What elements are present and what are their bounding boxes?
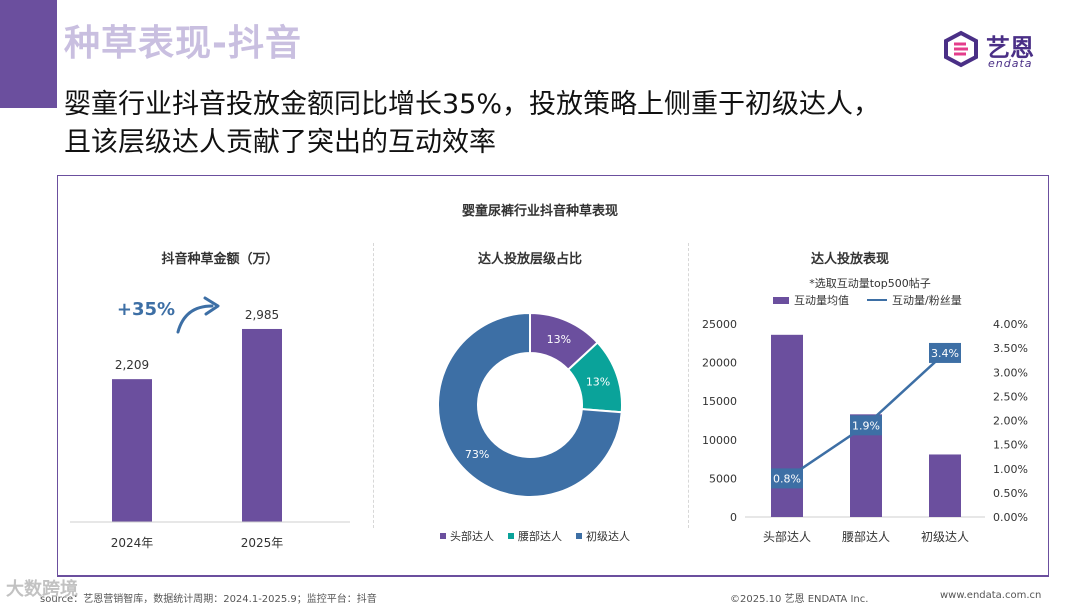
combo-right-tick-label: 1.50%	[993, 439, 1028, 452]
divider-right	[688, 243, 689, 528]
headline-line-2: 且该层级达人贡献了突出的互动效率	[64, 127, 496, 158]
combo-left-tick-label: 20000	[702, 357, 737, 370]
chart-combo: *选取互动量top500帖子 互动量均值 互动量/粉丝量 0 5000 10000 15…	[702, 277, 1028, 544]
growth-arrow-icon	[176, 304, 214, 334]
combo-category-label: 腰部达人	[842, 529, 890, 544]
combo-left-tick-label: 5000	[709, 472, 737, 485]
chart2-title: 达人投放层级占比	[477, 252, 582, 267]
combo-left-tick-label: 10000	[702, 434, 737, 447]
donut-legend-label: 腰部达人	[518, 529, 562, 543]
combo-right-tick-label: 2.00%	[993, 415, 1028, 428]
donut-value-label: 13%	[547, 333, 571, 346]
combo-right-tick-label: 1.00%	[993, 463, 1028, 476]
donut-legend-label: 头部达人	[450, 529, 494, 543]
combo-category-label: 头部达人	[763, 529, 811, 544]
endata-logo-icon	[944, 30, 978, 68]
donut-slice	[437, 311, 623, 498]
combo-line-point-badge	[929, 342, 961, 363]
donut-legend-marker	[440, 533, 446, 539]
logo-text-en: endata	[988, 57, 1033, 70]
combo-right-tick-label: 2.50%	[993, 390, 1028, 403]
endata-logo: 艺恩 endata	[942, 28, 1062, 72]
combo-right-tick-label: 0.50%	[993, 487, 1028, 500]
donut-value-label: 73%	[465, 448, 489, 461]
chart1-bar	[112, 379, 152, 522]
growth-arrowhead-icon	[203, 296, 220, 316]
chart1-value-label: 2,985	[245, 308, 279, 322]
headline-line-1: 婴童行业抖音投放金额同比增长35%，投放策略上侧重于初级达人，	[64, 89, 881, 120]
combo-left-tick-label: 25000	[702, 318, 737, 331]
combo-legend-bar-label: 互动量均值	[794, 294, 849, 307]
chart3-note: *选取互动量top500帖子	[809, 277, 931, 290]
combo-legend-bar-marker	[773, 297, 789, 304]
donut-legend-marker	[508, 533, 514, 539]
chart1-growth-annotation: +35%	[117, 299, 175, 320]
combo-line-value-label: 1.9%	[852, 419, 880, 432]
chart-amount: 2,209 2024年 2,985 2025年 +35%	[70, 296, 350, 550]
combo-category-label: 初级达人	[921, 530, 969, 544]
combo-right-tick-label: 4.00%	[993, 318, 1028, 331]
chart1-category-label: 2024年	[111, 536, 154, 550]
logo-text-cn: 艺恩	[986, 34, 1034, 62]
combo-line-point-badge	[850, 415, 882, 436]
chart3-title: 达人投放表现	[810, 252, 889, 267]
combo-right-tick-label: 0.00%	[993, 511, 1028, 524]
footer-source: source：艺恩营销智库，数据统计周期：2024.1-2025.9；监控平台：…	[40, 594, 377, 605]
chart1-title: 抖音种草金额（万）	[161, 252, 279, 267]
section-title: 种草表现-抖音	[64, 23, 302, 64]
main-chart-title: 婴童尿裤行业抖音种草表现	[461, 204, 618, 219]
chart-panel-bottom-border	[57, 575, 1049, 577]
watermark: 大数跨境	[6, 579, 78, 600]
combo-line-point-badge	[771, 468, 803, 489]
combo-right-tick-label: 3.00%	[993, 366, 1028, 379]
combo-right-tick-label: 3.50%	[993, 342, 1028, 355]
headline: 婴童行业抖音投放金额同比增长35%，投放策略上侧重于初级达人， 且该层级达人贡献…	[64, 86, 1044, 162]
chart-panel	[57, 175, 1049, 575]
chart1-bar	[242, 328, 282, 522]
footer-url: www.endata.com.cn	[940, 590, 1042, 601]
footer-copyright: ©2025.10 艺恩 ENDATA Inc.	[730, 594, 869, 605]
combo-left-tick-label: 0	[730, 511, 737, 524]
combo-bar	[771, 334, 803, 517]
combo-line-value-label: 3.4%	[931, 347, 959, 360]
donut-value-label: 13%	[586, 375, 610, 388]
chart1-category-label: 2025年	[241, 536, 284, 550]
chart1-value-label: 2,209	[115, 358, 149, 372]
chart-donut: 13% 13% 73% 头部达人 腰部达人 初级达人	[437, 311, 630, 543]
combo-line-value-label: 0.8%	[773, 472, 801, 485]
donut-legend-marker	[576, 533, 582, 539]
divider-left	[373, 243, 374, 528]
accent-bar	[0, 0, 57, 108]
combo-legend-line-label: 互动量/粉丝量	[892, 294, 962, 307]
combo-bar	[929, 454, 961, 517]
combo-left-tick-label: 15000	[702, 395, 737, 408]
donut-legend-label: 初级达人	[586, 529, 630, 543]
